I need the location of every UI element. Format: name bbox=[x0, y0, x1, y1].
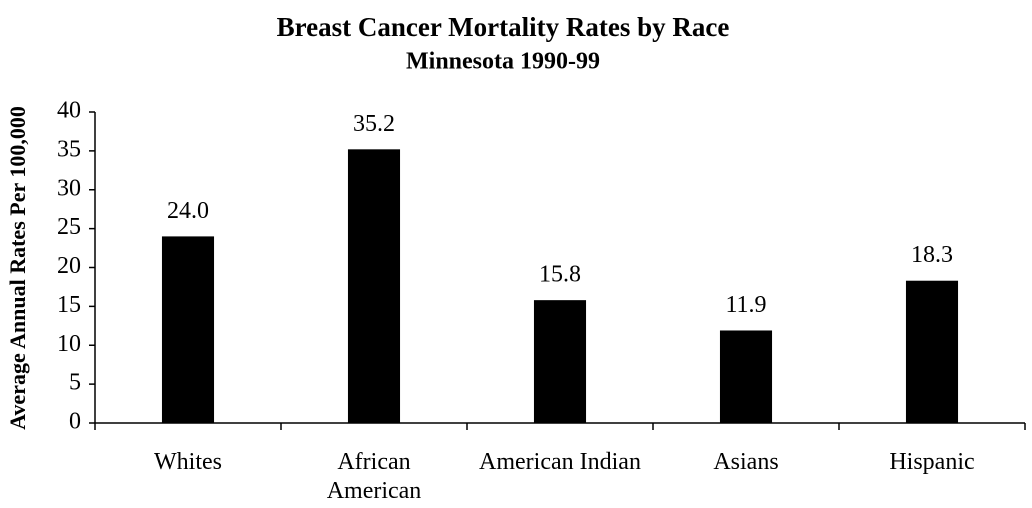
chart-title: Breast Cancer Mortality Rates by Race bbox=[277, 12, 730, 42]
y-tick-label: 15 bbox=[57, 292, 81, 318]
y-tick-label: 40 bbox=[57, 98, 81, 124]
x-tick-label: Asians bbox=[713, 449, 779, 475]
y-tick-label: 30 bbox=[57, 175, 81, 201]
y-tick-label: 20 bbox=[57, 253, 81, 279]
y-tick-label: 5 bbox=[69, 370, 81, 396]
data-label: 15.8 bbox=[539, 262, 581, 288]
chart-subtitle: Minnesota 1990-99 bbox=[406, 49, 600, 75]
bar bbox=[719, 330, 773, 423]
y-axis-label: Average Annual Rates Per 100,000 bbox=[5, 106, 30, 430]
bar bbox=[905, 280, 959, 423]
x-tick-label: African American bbox=[326, 449, 422, 504]
bar bbox=[347, 149, 401, 423]
y-tick-label: 25 bbox=[57, 214, 81, 240]
y-tick-label: 0 bbox=[69, 409, 81, 435]
data-label: 18.3 bbox=[911, 242, 953, 268]
y-tick-label: 10 bbox=[57, 331, 81, 357]
data-label: 24.0 bbox=[167, 198, 209, 224]
y-tick-label: 35 bbox=[57, 136, 81, 162]
bar bbox=[533, 300, 587, 423]
data-label: 11.9 bbox=[725, 292, 766, 318]
x-tick-label: Hispanic bbox=[889, 449, 975, 475]
x-tick-label: American Indian bbox=[479, 449, 641, 475]
data-label: 35.2 bbox=[353, 111, 395, 137]
bar bbox=[161, 236, 215, 423]
x-tick-label: Whites bbox=[154, 449, 222, 475]
